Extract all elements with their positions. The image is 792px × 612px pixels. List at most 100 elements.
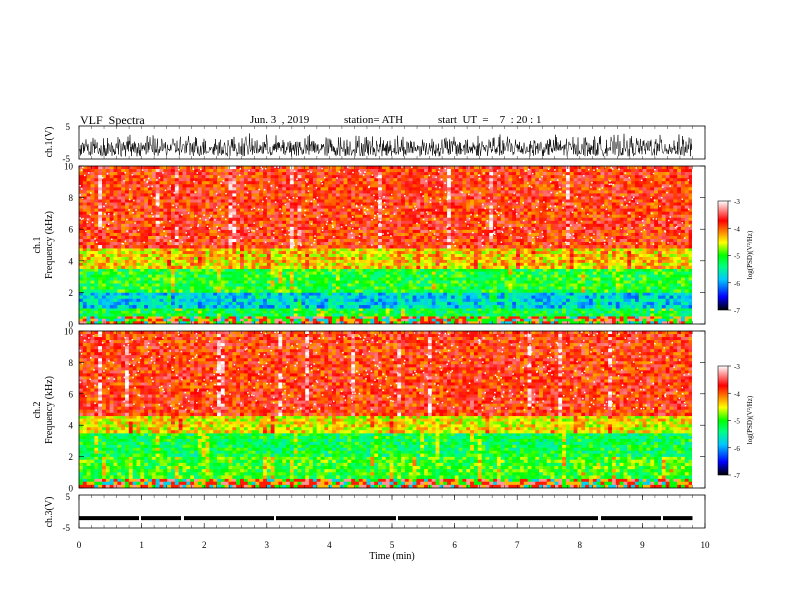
- spectrogram-cell: [301, 251, 306, 255]
- spectrogram-cell: [665, 305, 670, 309]
- spectrogram-cell: [98, 235, 103, 240]
- spectrogram-cell: [665, 277, 670, 281]
- spectrogram-cell: [113, 175, 118, 179]
- spectrogram-cell: [416, 305, 421, 309]
- spectrogram-cell: [351, 310, 356, 314]
- spectrogram-cell: [201, 248, 206, 252]
- spectrogram-cell: [608, 274, 613, 278]
- spectrogram-cell: [105, 280, 110, 284]
- spectrogram-cell: [657, 305, 663, 309]
- spectrogram-cell: [186, 283, 191, 287]
- spectrogram-cell: [431, 310, 436, 314]
- spectrogram-cell: [673, 248, 678, 252]
- spectrogram-cell: [611, 286, 617, 290]
- spectrogram-cell: [94, 289, 99, 293]
- spectrogram-cell: [286, 305, 291, 309]
- spectrogram-cell: [450, 318, 456, 322]
- spectrogram-cell: [343, 274, 348, 278]
- spectrogram-cell: [266, 310, 272, 314]
- spectrogram-cell: [171, 229, 176, 234]
- spectrogram-cell: [508, 321, 513, 324]
- spectrogram-cell: [661, 277, 666, 281]
- spectrogram-cell: [312, 256, 318, 261]
- spectrogram-cell: [148, 175, 153, 179]
- spectrogram-cell: [144, 251, 149, 255]
- spectrogram-cell: [79, 256, 84, 261]
- spectrogram-cell: [121, 178, 126, 182]
- spectrogram-cell: [680, 295, 686, 300]
- spectrogram-cell: [496, 265, 502, 269]
- spectrogram-cell: [186, 166, 191, 170]
- spectrogram-cell: [263, 289, 268, 293]
- spectrogram-cell: [581, 316, 586, 320]
- spectrogram-cell: [155, 217, 160, 222]
- spectrogram-cell: [420, 262, 425, 267]
- spectrogram-cell: [546, 274, 551, 278]
- spectrogram-cell: [573, 259, 578, 264]
- spectrogram-cell: [634, 289, 640, 293]
- spectrogram-cell: [278, 308, 283, 312]
- spectrogram-cell: [320, 254, 325, 258]
- spectrogram-cell: [232, 310, 237, 314]
- spectrogram-cell: [102, 310, 107, 314]
- spectrogram-cell: [144, 187, 149, 191]
- spectrogram-cell: [408, 256, 413, 261]
- spectrogram-cell: [144, 181, 149, 185]
- spectrogram-cell: [424, 289, 429, 293]
- spectrogram-cell: [550, 262, 555, 267]
- spectrogram-cell: [581, 305, 586, 309]
- spectrogram-cell: [673, 254, 678, 258]
- spectrogram-cell: [236, 292, 241, 296]
- spectrogram-cell: [504, 254, 509, 258]
- spectrogram-cell: [642, 259, 647, 264]
- spectrogram-cell: [159, 277, 164, 281]
- spectrogram-cell: [604, 298, 609, 303]
- spectrogram-cell: [358, 271, 364, 275]
- spectrogram-cell: [470, 308, 475, 312]
- spectrogram-cell: [94, 205, 99, 209]
- spectrogram-cell: [435, 268, 440, 272]
- spectrogram-cell: [500, 313, 505, 317]
- spectrogram-cell: [113, 271, 118, 275]
- spectrogram-cell: [351, 265, 356, 269]
- spectrogram-cell: [309, 265, 314, 269]
- spectrogram-cell: [397, 316, 402, 320]
- spectrogram-cell: [121, 175, 126, 179]
- spectrogram-cell: [178, 280, 183, 284]
- spectrogram-cell: [523, 256, 528, 261]
- spectrogram-cell: [82, 305, 87, 309]
- spectrogram-cell: [255, 251, 260, 255]
- spectrogram-cell: [450, 313, 456, 317]
- spectrogram-cell: [439, 318, 444, 322]
- spectrogram-cell: [194, 274, 199, 278]
- spectrogram-cell: [531, 271, 536, 275]
- spectrogram-cell: [565, 277, 571, 281]
- spectrogram-cell: [174, 265, 179, 269]
- spectrogram-cell: [585, 256, 590, 261]
- spectrogram-cell: [105, 235, 110, 240]
- spectrogram-cell: [401, 295, 406, 300]
- spectrogram-cell: [592, 301, 597, 306]
- spectrogram-cell: [194, 313, 199, 317]
- spectrogram-cell: [151, 172, 156, 176]
- spectrogram-cell: [178, 268, 183, 272]
- spectrogram-cell: [144, 259, 149, 264]
- spectrogram-cell: [539, 305, 544, 309]
- spectrogram-cell: [435, 316, 440, 320]
- spectrogram-cell: [159, 298, 164, 303]
- spectrogram-cell: [128, 268, 133, 272]
- spectrogram-cell: [627, 256, 632, 261]
- spectrogram-cell: [151, 277, 156, 281]
- spectrogram-cell: [251, 316, 256, 320]
- spectrogram-cell: [424, 256, 429, 261]
- spectrogram-cell: [236, 256, 241, 261]
- spectrogram-cell: [217, 313, 222, 317]
- spectrogram-cell: [546, 277, 551, 281]
- spectrogram-cell: [171, 310, 176, 314]
- spectrogram-cell: [255, 268, 260, 272]
- spectrogram-cell: [623, 321, 628, 324]
- spectrogram-cell: [638, 268, 643, 272]
- spectrogram-cell: [604, 286, 609, 290]
- spectrogram-cell: [343, 251, 348, 255]
- spectrogram-cell: [381, 301, 387, 306]
